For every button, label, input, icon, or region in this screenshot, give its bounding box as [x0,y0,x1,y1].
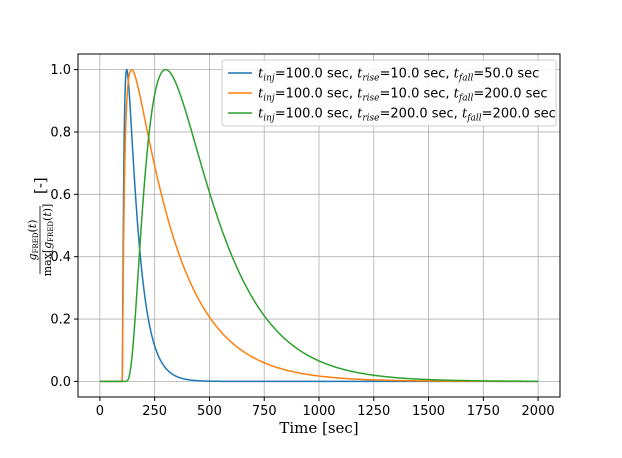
y-tick-label: 0.0 [50,375,71,390]
legend-label-2: tinj=100.0 sec, trise=10.0 sec, tfall=20… [258,87,548,104]
legend-box [221,59,557,127]
series-line-3 [99,68,539,383]
y-axis-numerator: gFRED(t) [26,220,40,261]
legend-label-3: tinj=100.0 sec, trise=200.0 sec, tfall=2… [258,107,556,124]
x-tick-label: 1500 [412,404,445,419]
x-tick-label: 750 [252,404,277,419]
x-tick-label: 250 [142,404,167,419]
x-tick-label: 0 [96,404,104,419]
y-tick-label: 0.4 [50,250,71,265]
x-tick-label: 1750 [467,404,500,419]
x-tick-label: 1250 [357,404,390,419]
x-axis-title: Time [sec] [279,419,358,437]
x-tick-label: 500 [197,404,222,419]
y-tick-label: 1.0 [50,63,71,78]
y-axis-title: gFRED(t) max[gFRED(t)] [-] [26,177,55,276]
legend-label-1: tinj=100.0 sec, trise=10.0 sec, tfall=50… [258,67,539,84]
y-tick-label: 0.8 [50,125,71,140]
y-axis-denominator: max[gFRED(t)] [41,204,55,277]
series-layer [99,68,539,383]
y-axis-unit: [-] [31,177,49,194]
x-tick-label: 2000 [522,404,555,419]
x-tick-label: 1000 [302,404,335,419]
y-tick-label: 0.2 [50,313,71,328]
legend: tinj=100.0 sec, trise=10.0 sec, tfall=50… [221,59,557,127]
ticks: 0 250 500 750 1000 1250 1500 1750 2000 0.0 0.2 0.4 0… [50,63,554,419]
y-tick-label: 0.6 [50,188,71,203]
